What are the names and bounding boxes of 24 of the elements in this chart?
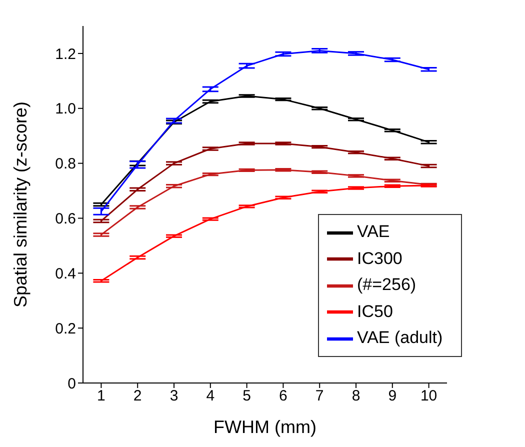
y-axis-title: Spatial similarity (z-score) (10, 101, 30, 308)
x-tick-label: 7 (315, 388, 324, 405)
x-tick-label: 1 (97, 388, 106, 405)
y-tick-label: 0.8 (55, 156, 76, 173)
x-tick-label: 2 (133, 388, 142, 405)
x-tick-label: 4 (206, 388, 215, 405)
x-tick-label: 9 (388, 388, 397, 405)
legend-label: VAE (adult) (357, 328, 443, 348)
y-tick-label: 0.4 (55, 265, 76, 282)
y-tick-label: 1.2 (55, 46, 76, 63)
y-tick-label: 0.2 (55, 320, 76, 338)
legend-label: IC300 (357, 248, 402, 268)
x-tick-label: 8 (352, 388, 360, 405)
legend-label: IC50 (357, 302, 393, 321)
x-axis-title: FWHM (mm) (214, 417, 316, 437)
y-tick-label: 0.6 (55, 210, 76, 228)
legend-label: VAE (357, 222, 390, 241)
y-tick-label: 0 (68, 375, 76, 392)
y-tick-label: 1.0 (55, 100, 76, 118)
x-tick-label: 6 (279, 388, 288, 405)
legend-label: (#=256) (357, 275, 416, 294)
x-tick-label: 5 (242, 388, 251, 405)
x-tick-label: 3 (170, 388, 178, 405)
x-tick-label: 10 (420, 388, 438, 405)
